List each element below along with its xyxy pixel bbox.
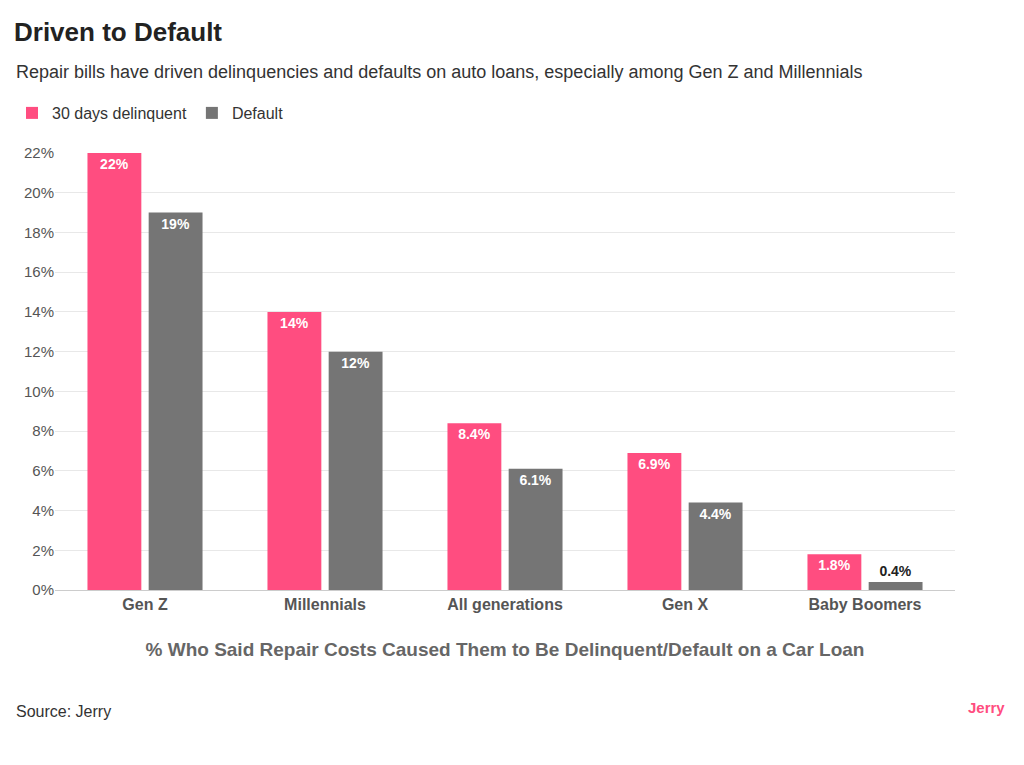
svg-text:Repair bills have driven delin: Repair bills have driven delinquencies a… [16, 62, 863, 82]
svg-text:0.4%: 0.4% [879, 563, 911, 579]
svg-text:22%: 22% [100, 156, 129, 172]
svg-text:% Who Said Repair Costs Caused: % Who Said Repair Costs Caused Them to B… [146, 639, 865, 660]
svg-text:8%: 8% [32, 422, 54, 439]
svg-text:Driven to Default: Driven to Default [14, 17, 222, 47]
svg-text:4%: 4% [32, 502, 54, 519]
svg-text:1.8%: 1.8% [818, 557, 850, 573]
svg-text:14%: 14% [24, 303, 54, 320]
svg-text:20%: 20% [24, 184, 54, 201]
svg-text:2%: 2% [32, 542, 54, 559]
svg-text:6%: 6% [32, 462, 54, 479]
svg-text:16%: 16% [24, 263, 54, 280]
svg-text:6.9%: 6.9% [638, 456, 670, 472]
svg-text:14%: 14% [280, 315, 309, 331]
svg-text:12%: 12% [24, 343, 54, 360]
svg-text:Default: Default [232, 105, 283, 122]
svg-text:Baby Boomers: Baby Boomers [809, 596, 922, 613]
svg-text:8.4%: 8.4% [458, 426, 490, 442]
svg-text:12%: 12% [341, 355, 370, 371]
svg-text:18%: 18% [24, 224, 54, 241]
svg-text:Source: Jerry: Source: Jerry [16, 703, 111, 720]
svg-text:Jerry: Jerry [968, 699, 1005, 716]
svg-text:4.4%: 4.4% [699, 506, 731, 522]
svg-text:Gen Z: Gen Z [122, 596, 168, 613]
svg-text:All generations: All generations [447, 596, 563, 613]
svg-text:6.1%: 6.1% [519, 472, 551, 488]
svg-text:22%: 22% [24, 144, 54, 161]
svg-text:10%: 10% [24, 383, 54, 400]
svg-text:Millennials: Millennials [284, 596, 366, 613]
svg-text:30 days delinquent: 30 days delinquent [52, 105, 187, 122]
svg-text:0%: 0% [32, 581, 54, 598]
svg-text:Gen X: Gen X [662, 596, 709, 613]
svg-text:19%: 19% [161, 216, 190, 232]
